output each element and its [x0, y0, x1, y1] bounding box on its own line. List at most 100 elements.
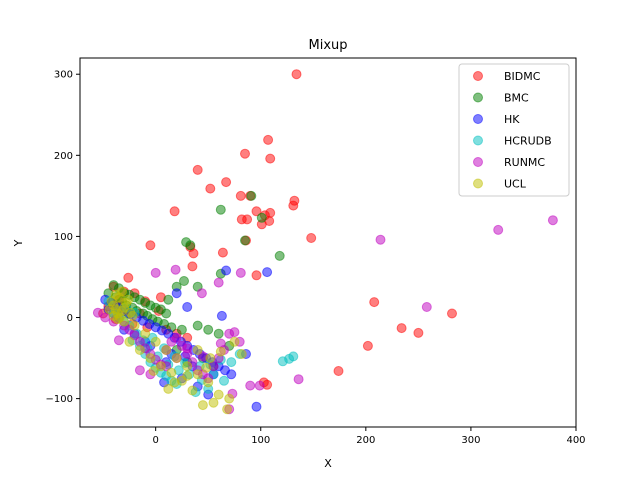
data-point — [170, 264, 181, 275]
data-point — [251, 401, 262, 412]
data-point — [113, 335, 124, 346]
data-point — [117, 286, 127, 297]
data-point — [196, 288, 207, 299]
data-point — [203, 377, 214, 388]
data-point — [413, 327, 424, 338]
data-point — [192, 345, 203, 355]
data-point — [262, 267, 273, 278]
data-point — [163, 383, 174, 394]
legend-label: HCRUDB — [504, 135, 552, 148]
x-tick-label: 100 — [251, 435, 270, 446]
data-point — [150, 267, 161, 278]
legend-marker — [473, 71, 483, 81]
x-tick-label: 0 — [152, 435, 158, 446]
data-point — [213, 277, 224, 288]
data-point — [187, 385, 198, 396]
data-point — [123, 294, 134, 305]
data-point — [192, 369, 203, 380]
data-point — [217, 247, 228, 258]
x-axis: 0 100 200 300 400 — [152, 427, 586, 446]
data-point — [129, 330, 140, 341]
data-point — [242, 214, 253, 225]
legend-marker — [473, 135, 483, 146]
legend-label: UCL — [504, 178, 527, 191]
y-tick-label: 200 — [54, 151, 73, 162]
data-point — [240, 235, 250, 246]
y-tick-label: 300 — [54, 70, 73, 81]
data-point — [163, 294, 174, 305]
data-point — [447, 308, 457, 319]
x-tick-label: 200 — [356, 435, 375, 446]
data-point — [185, 240, 196, 251]
legend-marker — [473, 114, 483, 124]
data-point — [124, 336, 135, 347]
data-point — [240, 148, 250, 159]
data-point — [421, 302, 432, 312]
data-point — [235, 267, 246, 278]
data-point — [182, 343, 193, 354]
data-point — [201, 362, 212, 373]
data-point — [213, 328, 224, 339]
data-point — [277, 356, 288, 367]
data-point — [375, 234, 386, 245]
data-point — [219, 375, 229, 386]
x-tick-label: 300 — [461, 435, 480, 446]
data-point — [148, 366, 159, 376]
data-point — [140, 328, 151, 339]
data-point — [306, 233, 317, 243]
legend-label: HK — [504, 113, 520, 126]
data-point — [229, 327, 240, 338]
series-runmc — [92, 215, 558, 415]
y-tick-label: 0 — [67, 313, 73, 324]
data-point — [92, 307, 103, 318]
data-point — [205, 353, 216, 364]
data-point — [245, 380, 256, 391]
data-point — [224, 393, 235, 404]
y-axis: −100 0 100 200 300 — [46, 70, 80, 405]
legend-marker — [473, 178, 483, 189]
legend-marker — [473, 157, 483, 167]
legend-box — [458, 63, 570, 197]
data-point — [221, 177, 232, 188]
data-point — [208, 397, 219, 408]
y-tick-label: 100 — [54, 232, 73, 243]
data-point — [205, 183, 216, 194]
data-point — [182, 370, 193, 381]
data-point — [229, 336, 240, 347]
data-point — [171, 353, 182, 364]
data-point — [161, 345, 172, 355]
data-point — [145, 353, 156, 364]
data-point — [123, 272, 134, 283]
data-point — [161, 308, 172, 319]
data-point — [169, 377, 180, 388]
legend-marker — [473, 92, 483, 103]
data-point — [134, 365, 145, 376]
data-point — [256, 212, 267, 223]
data-point — [215, 204, 226, 215]
data-point — [291, 69, 302, 80]
data-point — [166, 367, 177, 378]
data-point — [119, 316, 130, 327]
data-point — [246, 190, 257, 201]
data-point — [226, 357, 237, 368]
data-point — [236, 349, 247, 359]
data-point — [171, 288, 182, 299]
data-point — [254, 380, 265, 391]
data-point — [493, 224, 504, 235]
data-point — [396, 323, 407, 334]
data-point — [169, 206, 180, 217]
data-point — [251, 206, 262, 217]
data-point — [187, 261, 198, 272]
data-point — [182, 302, 193, 312]
data-point — [171, 332, 182, 343]
series-ucl — [104, 286, 247, 415]
data-point — [203, 324, 214, 335]
data-point — [197, 400, 208, 411]
points-layer — [92, 69, 558, 415]
data-point — [216, 310, 227, 321]
data-point — [265, 153, 276, 164]
data-point — [263, 134, 274, 145]
legend-label: BIDMC — [504, 70, 541, 83]
